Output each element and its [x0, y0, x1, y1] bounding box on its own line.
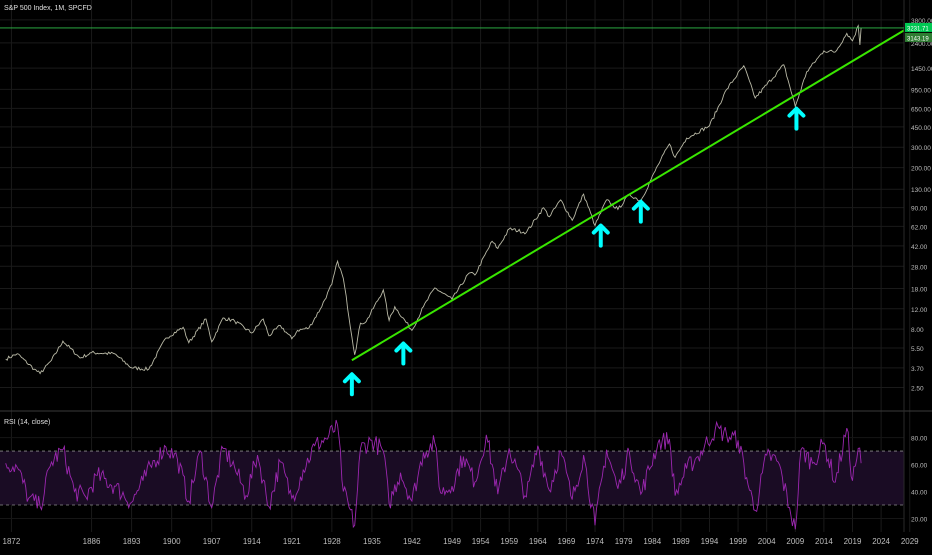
- x-tick-label: 1964: [529, 537, 547, 546]
- x-tick-label: 1886: [83, 537, 101, 546]
- y-tick-label: 1450.00: [911, 66, 932, 73]
- x-tick-label: 1999: [729, 537, 747, 546]
- x-tick-label: 1949: [443, 537, 461, 546]
- y-tick-label: 8.00: [911, 327, 924, 334]
- x-tick-label: 1954: [472, 537, 490, 546]
- last-price-badge: [905, 22, 932, 32]
- y-tick-label: 5.50: [911, 346, 924, 353]
- y-tick-label: 2.50: [911, 386, 924, 393]
- x-tick-label: 1914: [243, 537, 261, 546]
- up-arrow-icon: [342, 372, 361, 397]
- x-tick-label: 1942: [403, 537, 421, 546]
- rsi-y-tick-label: 40.00: [911, 490, 928, 497]
- x-tick-label: 1989: [672, 537, 690, 546]
- y-tick-label: 650.00: [911, 106, 931, 113]
- y-tick-label: 90.00: [911, 206, 928, 213]
- y-tick-label: 62.00: [911, 224, 928, 231]
- rsi-y-tick-label: 80.00: [911, 436, 928, 443]
- x-tick-label: 1979: [615, 537, 633, 546]
- x-tick-label: 1935: [363, 537, 381, 546]
- rsi-title: RSI (14, close): [4, 419, 50, 426]
- rsi-line: [5, 419, 862, 530]
- y-tick-label: 42.00: [911, 244, 928, 251]
- up-arrow-icon: [631, 199, 650, 224]
- x-tick-label: 2004: [758, 537, 776, 546]
- x-tick-label: 1900: [163, 537, 181, 546]
- y-tick-label: 450.00: [911, 125, 931, 132]
- x-tick-label: 2019: [844, 537, 862, 546]
- y-tick-label: 3800.00: [911, 18, 932, 25]
- main-gridlines: [0, 0, 911, 532]
- up-arrow-icon: [394, 341, 413, 366]
- y-tick-label: 2400.00: [911, 41, 932, 48]
- x-tick-label: 1974: [586, 537, 604, 546]
- x-tick-label: 2014: [815, 537, 833, 546]
- x-tick-label: 2029: [901, 537, 919, 546]
- x-tick-label: 1959: [500, 537, 518, 546]
- chart-title: S&P 500 Index, 1M, SPCFD: [4, 5, 92, 12]
- y-tick-label: 3.70: [911, 366, 924, 373]
- arrow-head: [631, 199, 650, 211]
- y-tick-label: 12.00: [911, 307, 928, 314]
- prev-price-badge: [905, 32, 932, 42]
- x-tick-label: 1907: [203, 537, 221, 546]
- y-tick-label: 130.00: [911, 187, 931, 194]
- price-series: [5, 24, 862, 375]
- arrow-layer: [342, 106, 806, 397]
- rsi-series: [5, 419, 862, 530]
- up-arrow-icon: [591, 223, 610, 248]
- rsi-y-tick-label: 60.00: [911, 463, 928, 470]
- rsi-band: [0, 450, 904, 506]
- trendline-layer: [351, 29, 905, 362]
- support-trendline: [351, 29, 905, 362]
- last-price-label: 3231.71: [907, 26, 929, 32]
- y-tick-label: 28.00: [911, 264, 928, 271]
- price-line: [5, 24, 862, 375]
- x-tick-label: 1969: [558, 537, 576, 546]
- y-tick-label: 950.00: [911, 87, 931, 94]
- arrow-head: [591, 223, 610, 235]
- x-tick-label: 1928: [323, 537, 341, 546]
- x-tick-label: 1984: [643, 537, 661, 546]
- rsi-band-fill: [0, 451, 904, 506]
- y-tick-label: 200.00: [911, 166, 931, 173]
- y-tick-label: 18.00: [911, 286, 928, 293]
- arrow-head: [394, 341, 413, 353]
- arrow-head: [342, 372, 361, 384]
- x-tick-label: 1893: [123, 537, 141, 546]
- x-tick-label: 1921: [283, 537, 301, 546]
- x-tick-label: 2024: [872, 537, 890, 546]
- x-tick-label: 2009: [786, 537, 804, 546]
- label-layer: 3231.71 3143.19 S&P 500 Index, 1M, SPCFD RS…: [0, 5, 932, 426]
- x-tick-label: 1872: [3, 537, 21, 546]
- rsi-y-tick-label: 20.00: [911, 517, 928, 524]
- x-tick-label: 1994: [701, 537, 719, 546]
- up-arrow-icon: [787, 106, 806, 131]
- y-tick-label: 300.00: [911, 145, 931, 152]
- arrow-head: [787, 106, 806, 118]
- prev-price-label: 3143.19: [907, 36, 929, 42]
